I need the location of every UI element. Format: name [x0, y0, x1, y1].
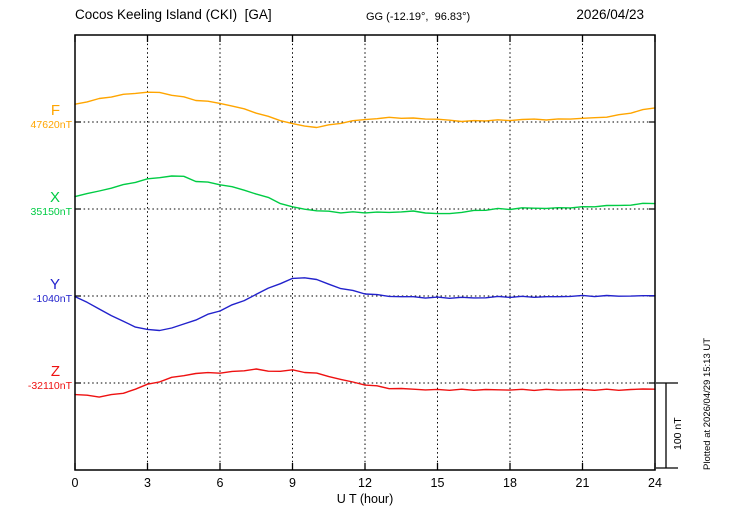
- series-name-z: Z: [50, 363, 60, 380]
- series-baseline-f: 47620nT: [30, 119, 72, 131]
- plot-timestamp: Plotted at 2026/04/29 15:13 UT: [702, 337, 713, 470]
- x-tick-label: 21: [575, 476, 590, 490]
- x-tick-label: 18: [503, 476, 517, 490]
- series-baseline-x: 35150nT: [30, 206, 72, 218]
- x-axis-label: U T (hour): [336, 492, 394, 506]
- x-tick-label: 24: [648, 476, 662, 490]
- series-name-f: F: [50, 102, 60, 119]
- x-tick-label: 3: [144, 476, 151, 490]
- series-baseline-z: -32110nT: [27, 380, 72, 392]
- plot-date: 2026/04/23: [576, 7, 644, 22]
- series-label-z: Z -32110nT: [8, 364, 72, 393]
- scale-bar-label: 100 nT: [672, 417, 684, 450]
- x-tick-label: 15: [430, 476, 445, 490]
- series-label-y: Y -1040nT: [8, 277, 72, 306]
- series-name-x: X: [49, 189, 60, 206]
- x-tick-label: 6: [216, 476, 224, 490]
- gg-coordinates: GG (-12.19°, 96.83°): [366, 11, 471, 23]
- station-title: Cocos Keeling Island (CKI) [GA]: [75, 7, 272, 22]
- series-baseline-y: -1040nT: [32, 293, 72, 305]
- series-name-y: Y: [49, 276, 60, 293]
- x-tick-label: 0: [71, 476, 79, 490]
- series-label-x: X 35150nT: [8, 190, 72, 219]
- x-tick-label: 12: [358, 476, 372, 490]
- series-label-f: F 47620nT: [8, 103, 72, 132]
- x-tick-label: 9: [289, 476, 296, 490]
